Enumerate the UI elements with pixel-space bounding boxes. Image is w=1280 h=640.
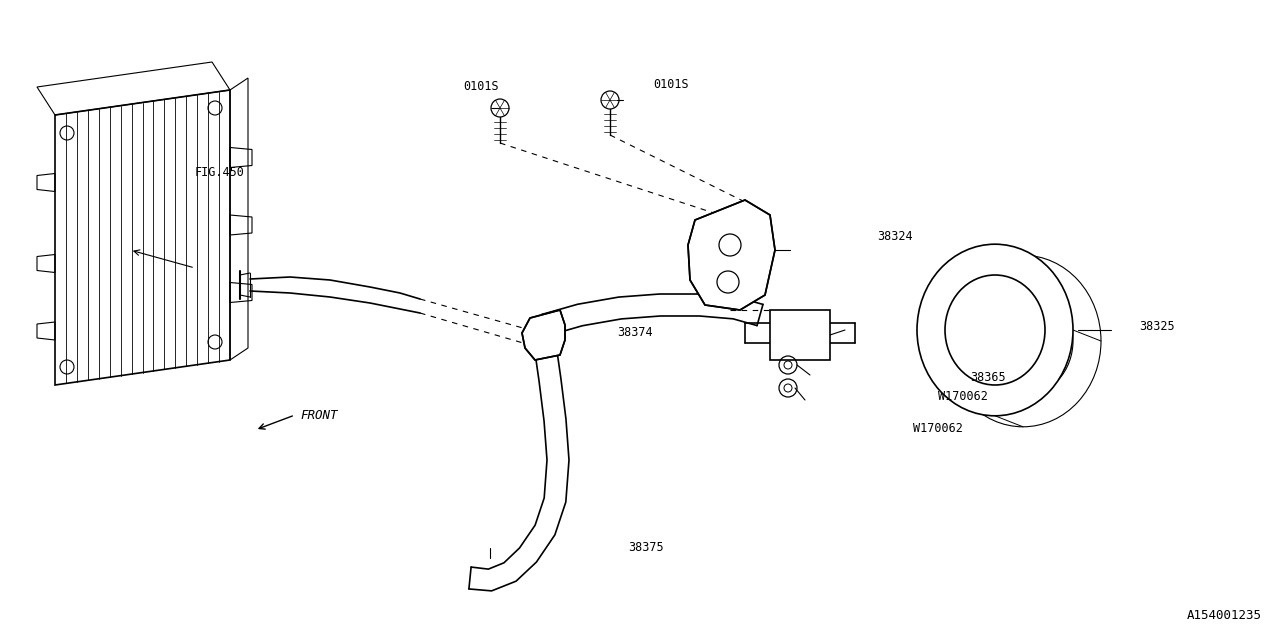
- Text: FRONT: FRONT: [300, 408, 338, 422]
- Text: 38324: 38324: [877, 230, 913, 243]
- Text: W170062: W170062: [913, 422, 963, 435]
- Text: 0101S: 0101S: [653, 78, 689, 91]
- Text: 0101S: 0101S: [463, 80, 499, 93]
- Text: 38375: 38375: [628, 541, 664, 554]
- Text: FIG.450: FIG.450: [195, 166, 244, 179]
- Text: 38374: 38374: [617, 326, 653, 339]
- Polygon shape: [689, 200, 774, 310]
- Text: 38325: 38325: [1139, 320, 1175, 333]
- Polygon shape: [522, 310, 564, 360]
- Ellipse shape: [916, 244, 1073, 416]
- Text: 38365: 38365: [970, 371, 1006, 384]
- Text: W170062: W170062: [938, 390, 988, 403]
- Text: A154001235: A154001235: [1187, 609, 1262, 622]
- Polygon shape: [771, 310, 829, 360]
